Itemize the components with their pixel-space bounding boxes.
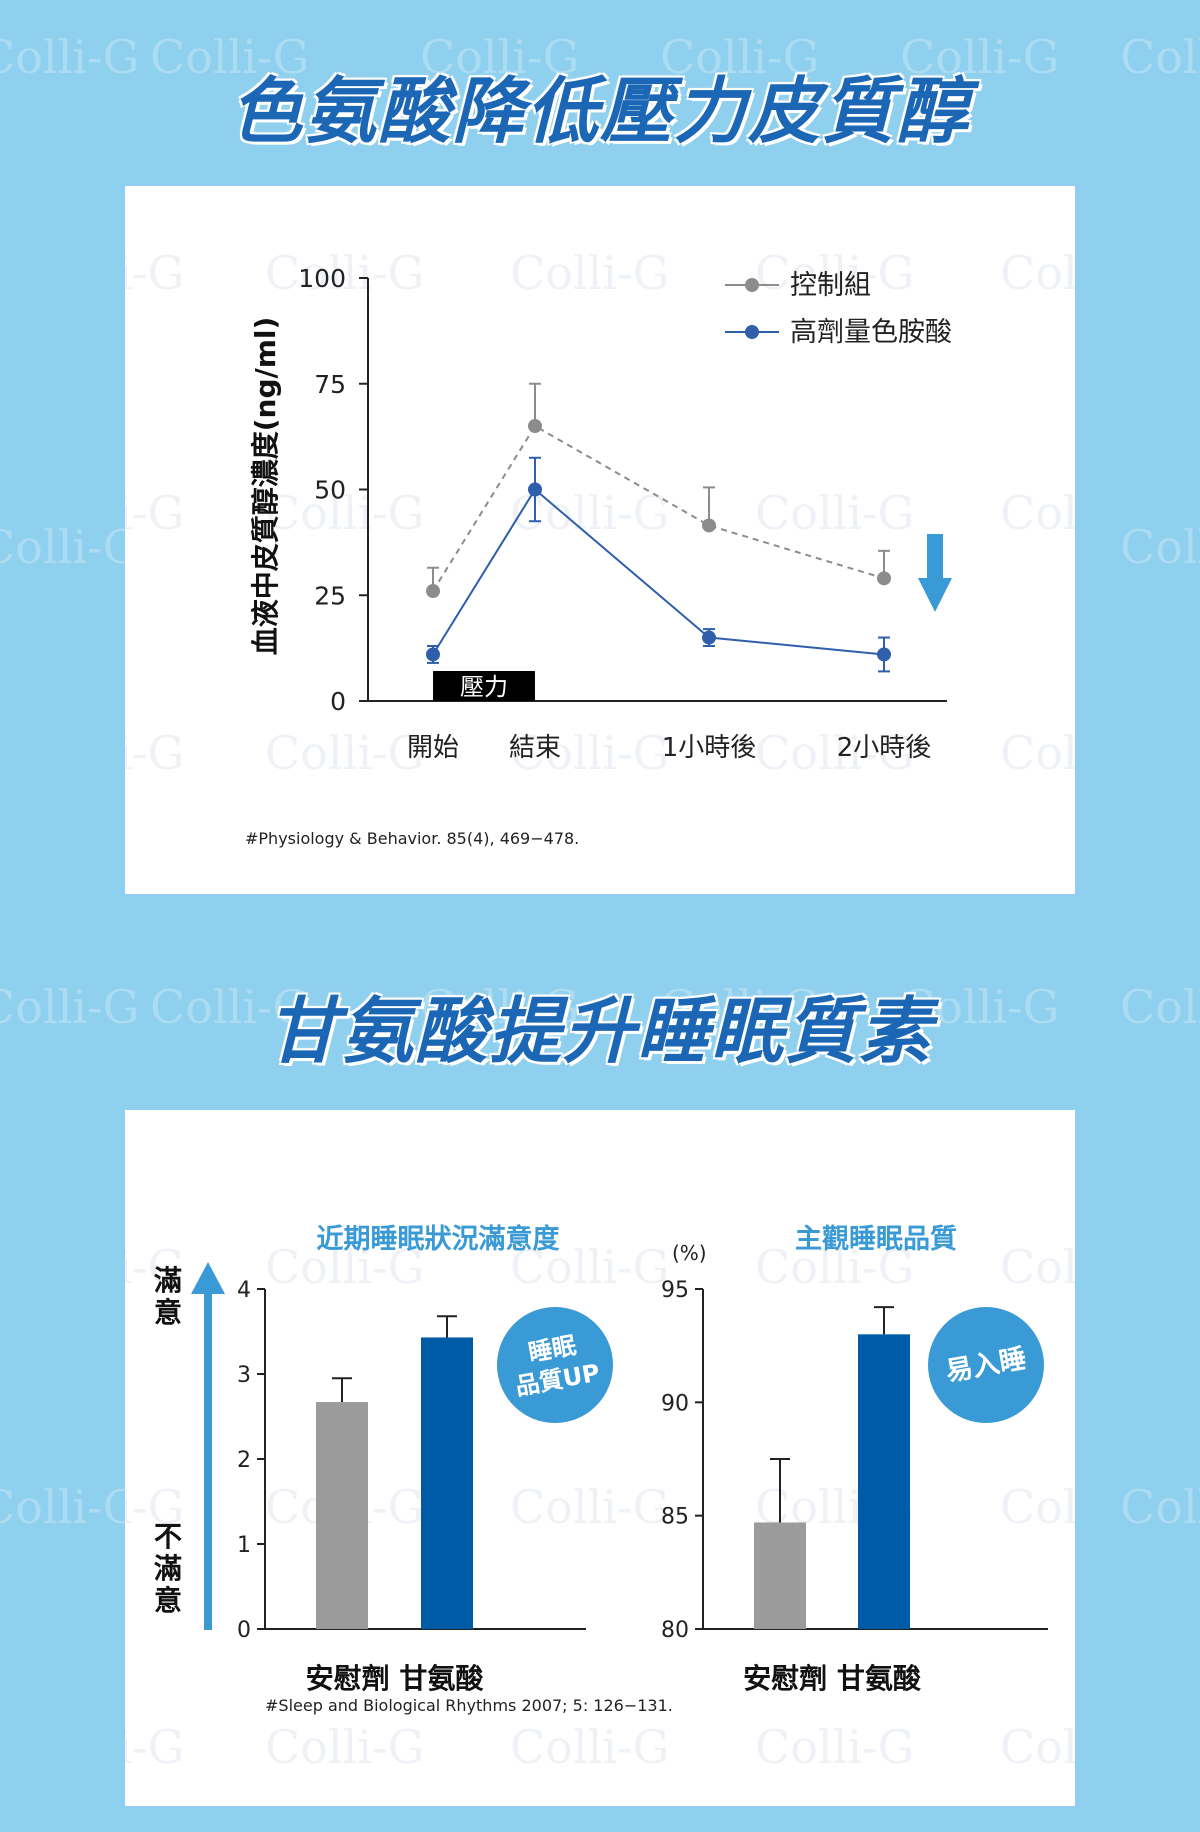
badge-circle <box>928 1307 1044 1423</box>
y-tick-label: 85 <box>661 1505 689 1530</box>
stress-bar <box>433 671 535 701</box>
watermark-text: Colli-G <box>0 1480 140 1534</box>
section-title-tryptophan: 色氨酸降低壓力皮質醇 <box>229 69 970 153</box>
unsatisfied-label: 不 <box>154 1520 182 1553</box>
x-tick-label: 開始 <box>407 733 459 763</box>
unsatisfied-label: 意 <box>154 1584 182 1617</box>
satisfied-label: 意 <box>154 1296 182 1329</box>
sleep-chart-panel: Colli-GColli-GColli-GColli-GColli-GColli… <box>125 1110 1075 1806</box>
left-chart-title: 近期睡眠狀況滿意度 <box>317 1223 560 1255</box>
data-point <box>877 571 891 586</box>
bar-placebo <box>316 1402 368 1629</box>
y-tick-label: 4 <box>237 1278 251 1303</box>
badge-circle <box>497 1307 613 1423</box>
y-tick-label: 100 <box>298 264 346 293</box>
data-point <box>426 584 440 599</box>
right-chart-title: 主觀睡眠品質 <box>795 1224 957 1255</box>
y-tick-label: 80 <box>661 1618 689 1643</box>
down-arrow-icon <box>918 578 952 612</box>
stress-label: 壓力 <box>460 673 508 701</box>
data-point <box>528 482 542 497</box>
sleep-bar-charts: 近期睡眠狀況滿意度 主觀睡眠品質 (%) #Sleep and Biologic… <box>154 1223 1048 1715</box>
watermark-text: Colli-G <box>1120 520 1200 574</box>
data-point <box>702 518 716 533</box>
x-tick-label: 1小時後 <box>662 733 757 763</box>
x-tick-label: 結束 <box>509 733 561 763</box>
y-tick-label: 1 <box>237 1533 251 1558</box>
y-tick-label: 0 <box>237 1618 251 1643</box>
legend-marker <box>745 278 759 292</box>
watermark-text: Colli-G <box>1120 1480 1200 1534</box>
y-tick-label: 25 <box>314 581 346 610</box>
satisfied-label: 滿 <box>154 1264 182 1297</box>
data-point <box>877 647 891 662</box>
y-tick-label: 75 <box>314 370 346 399</box>
right-unit-label: (%) <box>672 1241 707 1265</box>
y-tick-label: 0 <box>330 687 346 716</box>
cortisol-chart-panel: Colli-GColli-GColli-GColli-GColli-GColli… <box>125 186 1075 894</box>
chart2-source: #Sleep and Biological Rhythms 2007; 5: 1… <box>265 1696 673 1715</box>
cortisol-line-chart: 血液中皮質醇濃度(ng/ml) #Physiology & Behavior. … <box>245 264 952 848</box>
y-tick-label: 50 <box>314 476 346 505</box>
satisfaction-arrow-icon <box>204 1288 212 1630</box>
x-category-labels: 安慰劑 甘氨酸 <box>743 1662 922 1695</box>
y-tick-label: 95 <box>661 1278 689 1303</box>
x-tick-label: 2小時後 <box>837 733 932 763</box>
y-tick-label: 3 <box>237 1363 251 1388</box>
series-line-tryptophan <box>432 487 885 656</box>
bar-glycine <box>858 1334 910 1629</box>
y-axis-label: 血液中皮質醇濃度(ng/ml) <box>249 317 282 656</box>
legend-marker <box>745 325 759 339</box>
bar-glycine <box>421 1337 473 1629</box>
y-tick-label: 2 <box>237 1448 251 1473</box>
down-arrow-icon <box>927 534 943 580</box>
series-line-control <box>432 424 885 592</box>
data-point <box>528 419 542 434</box>
data-point <box>702 630 716 645</box>
satisfaction-arrow-icon <box>191 1262 225 1294</box>
section-title-glycine: 甘氨酸提升睡眠質素 <box>266 989 933 1073</box>
x-category-labels: 安慰劑 甘氨酸 <box>306 1662 485 1695</box>
legend-label: 控制組 <box>790 270 871 301</box>
unsatisfied-label: 滿 <box>154 1552 182 1585</box>
y-tick-label: 90 <box>661 1391 689 1416</box>
bar-placebo <box>754 1522 806 1629</box>
watermark-text: Colli-G <box>0 520 140 574</box>
legend-label: 高劑量色胺酸 <box>790 317 952 348</box>
data-point <box>426 647 440 662</box>
chart1-source: #Physiology & Behavior. 85(4), 469−478. <box>245 829 579 848</box>
